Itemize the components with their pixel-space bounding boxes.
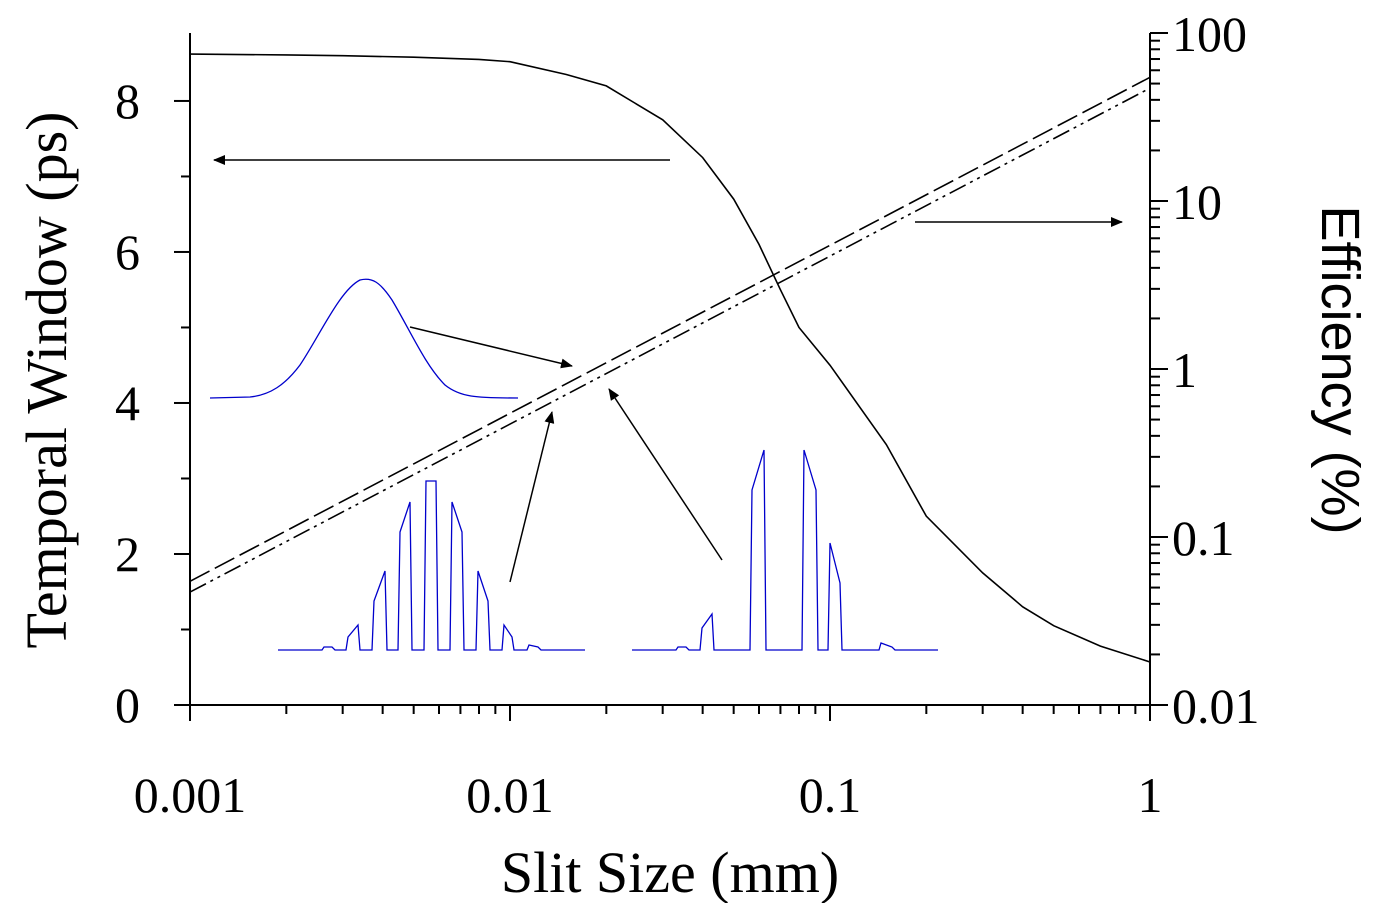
series-line-dashed-right: [189, 76, 1151, 583]
y-right-tick-label: 0.01: [1172, 678, 1260, 734]
x-tick-label: 1: [1138, 767, 1163, 823]
y-left-tick-label: 6: [115, 224, 140, 280]
x-axis-title: Slit Size (mm): [501, 840, 839, 903]
arrow-gaussian-to-curve: [409, 326, 573, 369]
x-tick-label: 0.001: [134, 767, 247, 823]
arrow-narrow-fringe-to-curve: [509, 411, 555, 583]
axis-ticks: [174, 32, 1168, 721]
y-right-tick-label: 1: [1172, 342, 1197, 398]
inset-fringe-pattern-narrow: [278, 480, 585, 651]
y-right-tick-label: 10: [1172, 174, 1222, 230]
inset-gaussian-pulse: [209, 278, 519, 399]
series-layer: [189, 53, 1151, 663]
y-left-tick-label: 4: [115, 375, 140, 431]
x-tick-label: 0.1: [799, 767, 862, 823]
y-axis-right-title: Efficiency (%): [1310, 205, 1370, 534]
y-left-tick-label: 8: [115, 73, 140, 129]
y-right-tick-label: 100: [1172, 6, 1247, 62]
series-line-solid-left: [189, 53, 1151, 663]
y-left-tick-label: 0: [115, 677, 140, 733]
arrow-wide-fringe-to-curve: [608, 388, 723, 561]
y-left-tick-label: 2: [115, 526, 140, 582]
y-axis-left-title: Temporal Window (ps): [14, 112, 79, 649]
y-right-tick-label: 0.1: [1172, 510, 1235, 566]
series-line-dash-dot-dot-right: [189, 87, 1151, 593]
x-tick-label: 0.01: [466, 767, 554, 823]
inset-fringe-pattern-wide: [632, 449, 938, 651]
